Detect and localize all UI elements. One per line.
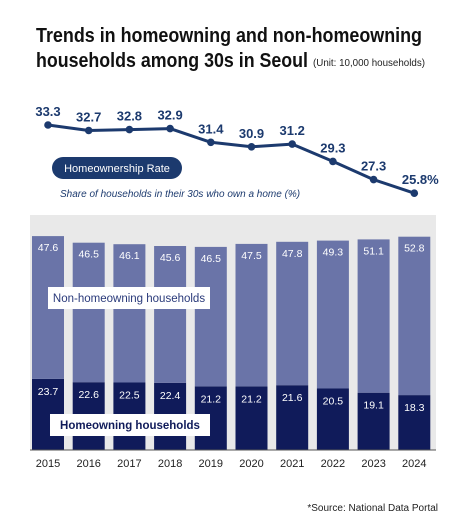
bar-non-homeowning-2024	[398, 236, 431, 396]
rate-legend-box	[52, 157, 182, 179]
bar-non-homeowning-2017	[113, 244, 146, 383]
rate-point-2023	[369, 175, 378, 184]
x-tick-2021: 2021	[280, 458, 304, 470]
rate-point-2024	[410, 189, 419, 197]
rate-point-2020	[247, 143, 256, 151]
rate-label-2018: 32.9	[157, 108, 182, 123]
label-homeowning-2021: 21.6	[282, 392, 303, 404]
bar-homeowning-2020	[235, 386, 268, 450]
bar-homeowning-2021	[276, 385, 309, 450]
rate-label-2021: 31.2	[280, 123, 305, 138]
rate-legend-label: Homeownership Rate	[64, 163, 170, 175]
rate-description: Share of households in their 30s who own…	[60, 189, 300, 200]
unit-note: (Unit: 10,000 households)	[313, 58, 425, 69]
x-tick-2017: 2017	[117, 458, 141, 470]
source-note: *Source: National Data Portal	[307, 503, 438, 514]
homeownership-rate-line: 33.3 32.7 32.8 32.9 31.4 30.9 31.2 29.3 27.3 25.8…	[35, 104, 439, 197]
label-homeowning-2017: 22.5	[119, 390, 140, 402]
bar-non-homeowning-2020	[235, 243, 268, 387]
bar-non-homeowning-2018	[154, 246, 187, 383]
bar-non-homeowning-2016	[72, 242, 105, 383]
rate-label-2023: 27.3	[361, 159, 386, 174]
rate-point-2017	[125, 125, 134, 134]
rate-point-2018	[166, 124, 174, 133]
rate-legend: Homeownership Rate	[52, 157, 182, 179]
x-tick-2022: 2022	[321, 458, 345, 470]
x-tick-2018: 2018	[158, 458, 182, 470]
rate-label-2015: 33.3	[35, 104, 60, 119]
label-non-homeowning-2017: 46.1	[119, 250, 140, 262]
legend-non-homeowning-label: Non-homeowning households	[53, 293, 205, 305]
rate-point-2022	[329, 157, 337, 166]
rate-point-2019	[207, 138, 215, 147]
x-tick-2023: 2023	[361, 458, 385, 470]
chart-title-line1: Trends in homeowning and non-homeowning	[36, 25, 422, 47]
bar-non-homeowning-2021	[276, 241, 309, 386]
label-homeowning-2016: 22.6	[78, 389, 99, 401]
x-tick-2016: 2016	[76, 458, 100, 470]
label-non-homeowning-2016: 46.5	[78, 249, 99, 261]
bar-homeowning-2024	[398, 395, 431, 450]
rate-label-2019: 31.4	[198, 121, 224, 136]
legend-homeowning-box	[50, 414, 210, 436]
rate-label-2022: 29.3	[320, 140, 345, 155]
label-non-homeowning-2020: 47.5	[241, 250, 262, 262]
bar-homeowning-2023	[357, 392, 390, 450]
rate-point-2021	[288, 140, 297, 148]
label-homeowning-2015: 23.7	[38, 386, 59, 398]
label-non-homeowning-2023: 51.1	[363, 245, 384, 257]
x-tick-labels: 2015 2016 2017 2018 2019 2020 2021 2022 2023 2024	[36, 458, 427, 470]
rate-line-path	[46, 123, 416, 195]
label-non-homeowning-2022: 49.3	[323, 247, 344, 259]
label-non-homeowning-2015: 47.6	[38, 242, 59, 254]
rate-label-2017: 32.8	[117, 109, 142, 124]
bar-non-homeowning-2022	[316, 240, 349, 389]
rate-label-2020: 30.9	[239, 126, 264, 141]
bars	[32, 236, 431, 450]
label-homeowning-2023: 19.1	[363, 400, 384, 412]
label-non-homeowning-2021: 47.8	[282, 248, 303, 260]
legend-homeowning: Homeowning households	[50, 414, 210, 436]
label-homeowning-2020: 21.2	[241, 393, 262, 405]
label-homeowning-2022: 20.5	[323, 396, 344, 408]
rate-point-2016	[84, 126, 93, 135]
label-homeowning-2024: 18.3	[404, 402, 425, 414]
bar-homeowning-2022	[316, 388, 349, 450]
x-tick-2024: 2024	[402, 458, 426, 470]
x-tick-2015: 2015	[36, 458, 60, 470]
rate-label-2016: 32.7	[76, 110, 101, 125]
rate-label-2024: 25.8%	[402, 172, 439, 187]
legend-non-homeowning-box	[48, 287, 210, 309]
label-non-homeowning-2019: 46.5	[201, 253, 222, 265]
label-non-homeowning-2018: 45.6	[160, 252, 181, 264]
bar-value-labels: 47.6 23.7 46.5 22.6 46.1 22.5 45.6 22.4 46.5 21.2…	[38, 242, 425, 414]
x-tick-2020: 2020	[239, 458, 263, 470]
label-non-homeowning-2024: 52.8	[404, 243, 425, 255]
x-tick-2019: 2019	[199, 458, 223, 470]
bar-non-homeowning-2019	[194, 246, 227, 387]
rate-point-2015	[44, 121, 52, 129]
legend-non-homeowning: Non-homeowning households	[48, 287, 210, 309]
bar-non-homeowning-2023	[357, 239, 390, 393]
label-homeowning-2018: 22.4	[160, 390, 181, 402]
legend-homeowning-label: Homeowning households	[60, 420, 200, 432]
chart-title-line2: households among 30s in Seoul	[36, 50, 308, 72]
label-homeowning-2019: 21.2	[201, 393, 222, 405]
